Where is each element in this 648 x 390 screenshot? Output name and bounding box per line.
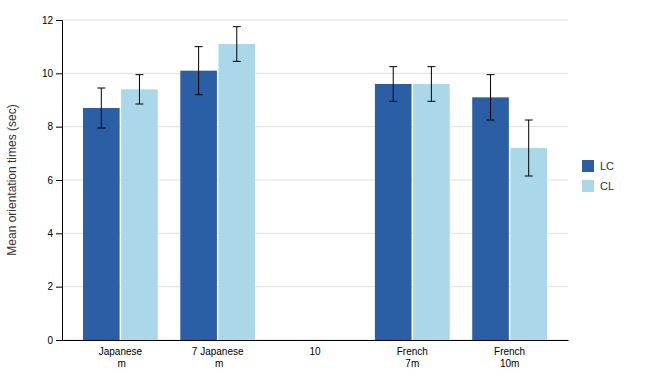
error-bar (135, 75, 143, 104)
y-tick: 0 (47, 335, 62, 346)
x-tick-label: French7m (397, 346, 428, 369)
x-axis: Japanese m 7 Japanese m 10 French7m French10… (63, 341, 569, 369)
legend-swatch (582, 180, 594, 192)
grid-line (62, 20, 568, 21)
bar (510, 148, 547, 340)
y-tick-label: 12 (42, 15, 54, 26)
bar (375, 84, 412, 340)
y-tick-mark (56, 20, 62, 21)
error-bar (195, 47, 203, 95)
bar (180, 71, 217, 340)
x-tick: French10m (494, 346, 525, 369)
y-tick-label: 2 (47, 281, 53, 292)
error-bar (487, 75, 495, 120)
grid-line (62, 73, 568, 74)
y-tick: 10 (42, 68, 62, 79)
legend: LC CL (582, 160, 614, 192)
y-tick: 6 (47, 175, 62, 186)
bar (218, 44, 255, 340)
x-tick: French7m (397, 346, 428, 369)
y-tick-mark (56, 73, 62, 74)
bar (472, 97, 509, 340)
bar (413, 84, 450, 340)
error-bar (97, 88, 105, 128)
series (83, 47, 509, 340)
x-tick-label: 10 (309, 346, 321, 357)
x-tick: 10 (309, 346, 321, 357)
series (121, 27, 547, 340)
x-axis-line (63, 340, 569, 341)
legend-item: LC (582, 160, 614, 172)
x-tick-label: 7 Japanese m (192, 346, 244, 369)
bar (121, 89, 158, 340)
x-tick: 7 Japanese m (192, 346, 244, 369)
y-tick-label: 0 (47, 335, 53, 346)
y-axis-line (56, 21, 63, 341)
y-axis-title: Mean orientation times (sec) (5, 104, 19, 255)
legend-swatch (582, 160, 594, 172)
error-bar (389, 67, 397, 102)
y-tick: 8 (47, 121, 62, 132)
y-tick-label: 10 (42, 68, 54, 79)
legend-label: CL (600, 180, 614, 192)
y-tick-mark (56, 180, 62, 181)
y-tick: 12 (42, 15, 62, 26)
y-tick-mark (56, 287, 62, 288)
y-tick-label: 4 (47, 228, 53, 239)
x-tick: Japanese m (99, 346, 143, 369)
y-tick-mark (56, 233, 62, 234)
grid (62, 20, 568, 340)
y-tick-mark (56, 340, 62, 341)
chart: 0 2 4 6 8 10 12 Japanese m 7 Japanese m 10 French7… (0, 0, 648, 390)
legend-label: LC (600, 160, 614, 172)
y-tick-mark (56, 127, 62, 128)
marks (83, 27, 547, 340)
y-tick-label: 6 (47, 175, 53, 186)
x-tick-label: Japanese m (99, 346, 143, 369)
plot: 0 2 4 6 8 10 12 Japanese m 7 Japanese m 10 French7… (42, 15, 569, 369)
error-bar (233, 27, 241, 62)
x-tick-label: French10m (494, 346, 525, 369)
y-tick: 2 (47, 281, 62, 292)
y-axis: 0 2 4 6 8 10 12 (42, 15, 63, 346)
error-bar (525, 120, 533, 176)
y-tick-label: 8 (47, 121, 53, 132)
legend-item: CL (582, 180, 614, 192)
error-bar (427, 67, 435, 102)
y-tick: 4 (47, 228, 62, 239)
bar (83, 108, 120, 340)
